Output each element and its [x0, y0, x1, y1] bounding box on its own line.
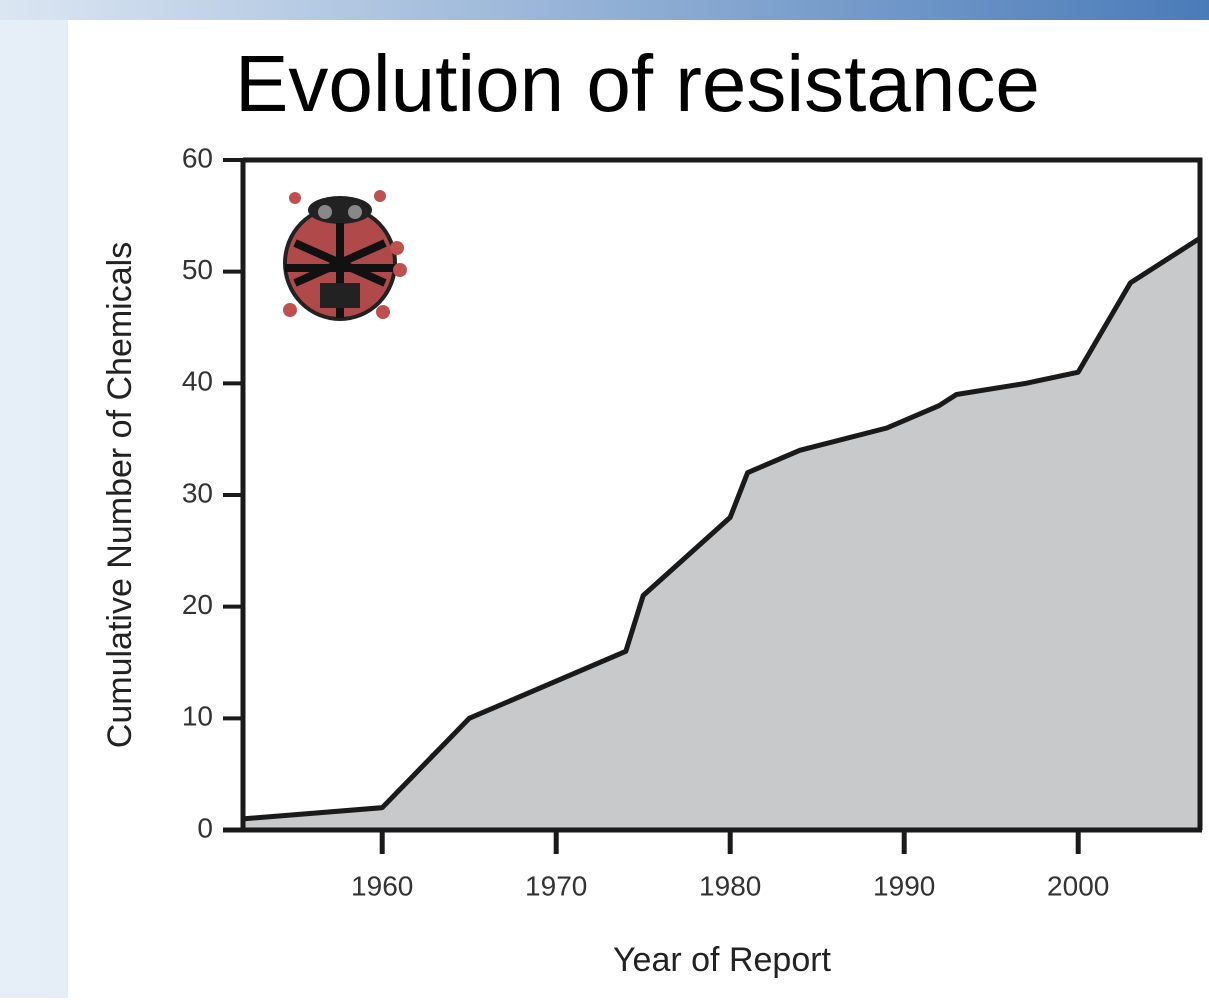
x-tick-label: 1980: [699, 870, 761, 901]
y-tick-label: 20: [182, 589, 213, 620]
x-tick-label: 1970: [525, 870, 587, 901]
slide: Evolution of resistance Cumulative Numbe…: [0, 0, 1209, 998]
page: Evolution of resistance Cumulative Numbe…: [0, 0, 1209, 998]
x-axis-label: Year of Report: [613, 941, 832, 979]
y-tick-label: 30: [182, 477, 213, 508]
x-tick-label: 1960: [351, 870, 413, 901]
beetle-plate: [320, 283, 360, 308]
beetle-foot: [289, 192, 301, 204]
y-axis-label: Cumulative Number of Chemicals: [101, 242, 139, 748]
y-tick-label: 40: [182, 366, 213, 397]
beetle-foot: [283, 303, 297, 317]
x-tick-label: 2000: [1047, 870, 1109, 901]
beetle-head: [308, 196, 372, 224]
top-bar: [0, 0, 1209, 20]
beetle-eye: [318, 205, 332, 219]
chart-title: Evolution of resistance: [235, 39, 1040, 128]
y-tick-label: 10: [182, 701, 213, 732]
y-tick-label: 0: [197, 812, 213, 843]
y-tick-label: 60: [182, 142, 213, 173]
beetle-eye: [348, 205, 362, 219]
y-tick-label: 50: [182, 254, 213, 285]
beetle-foot: [376, 305, 390, 319]
beetle-foot: [390, 241, 404, 255]
beetle-foot: [374, 190, 386, 202]
x-tick-label: 1990: [873, 870, 935, 901]
beetle-foot: [393, 263, 407, 277]
